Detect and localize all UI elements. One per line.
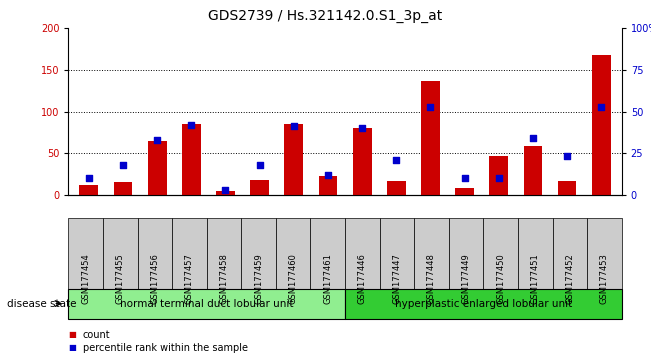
Bar: [318, 176, 337, 195]
Text: percentile rank within the sample: percentile rank within the sample: [83, 343, 247, 353]
Bar: [387, 181, 406, 195]
Text: GSM177449: GSM177449: [462, 253, 471, 304]
Bar: [490, 156, 508, 195]
Text: GSM177452: GSM177452: [565, 253, 574, 304]
Bar: [421, 81, 440, 195]
Point: [460, 175, 470, 181]
Point: [220, 187, 230, 193]
Text: GSM177457: GSM177457: [185, 253, 194, 304]
Text: normal terminal duct lobular unit: normal terminal duct lobular unit: [120, 298, 294, 309]
Point: [357, 125, 367, 131]
Point: [118, 162, 128, 167]
Text: hyperplastic enlarged lobular unit: hyperplastic enlarged lobular unit: [395, 298, 572, 309]
Bar: [558, 181, 576, 195]
Text: GSM177456: GSM177456: [150, 253, 159, 304]
Text: GSM177447: GSM177447: [393, 253, 402, 304]
Bar: [523, 147, 542, 195]
Bar: [284, 124, 303, 195]
Text: GSM177461: GSM177461: [324, 253, 332, 304]
Text: GSM177451: GSM177451: [531, 253, 540, 304]
Point: [186, 122, 197, 128]
Text: GSM177459: GSM177459: [254, 253, 263, 304]
Point: [255, 162, 265, 167]
Bar: [114, 182, 132, 195]
Text: GSM177460: GSM177460: [288, 253, 298, 304]
Text: GSM177453: GSM177453: [600, 253, 609, 304]
Point: [528, 135, 538, 141]
Text: GSM177450: GSM177450: [496, 253, 505, 304]
Text: GSM177455: GSM177455: [116, 253, 125, 304]
Text: count: count: [83, 330, 110, 339]
Bar: [148, 141, 167, 195]
Point: [323, 172, 333, 178]
Point: [391, 157, 402, 162]
Bar: [182, 124, 201, 195]
Bar: [592, 55, 611, 195]
Point: [83, 175, 94, 181]
Text: GSM177448: GSM177448: [427, 253, 436, 304]
Point: [288, 124, 299, 129]
Text: GSM177446: GSM177446: [358, 253, 367, 304]
Bar: [216, 192, 235, 195]
Text: disease state: disease state: [7, 298, 76, 309]
Point: [425, 104, 436, 109]
Bar: [250, 180, 269, 195]
Bar: [79, 185, 98, 195]
Text: GDS2739 / Hs.321142.0.S1_3p_at: GDS2739 / Hs.321142.0.S1_3p_at: [208, 9, 443, 23]
Point: [562, 154, 572, 159]
Text: GSM177454: GSM177454: [81, 253, 90, 304]
Bar: [455, 188, 474, 195]
Text: ■: ■: [68, 330, 76, 339]
Text: ■: ■: [68, 343, 76, 352]
Point: [152, 137, 162, 143]
Text: GSM177458: GSM177458: [219, 253, 229, 304]
Point: [493, 175, 504, 181]
Point: [596, 104, 607, 109]
Bar: [353, 128, 372, 195]
